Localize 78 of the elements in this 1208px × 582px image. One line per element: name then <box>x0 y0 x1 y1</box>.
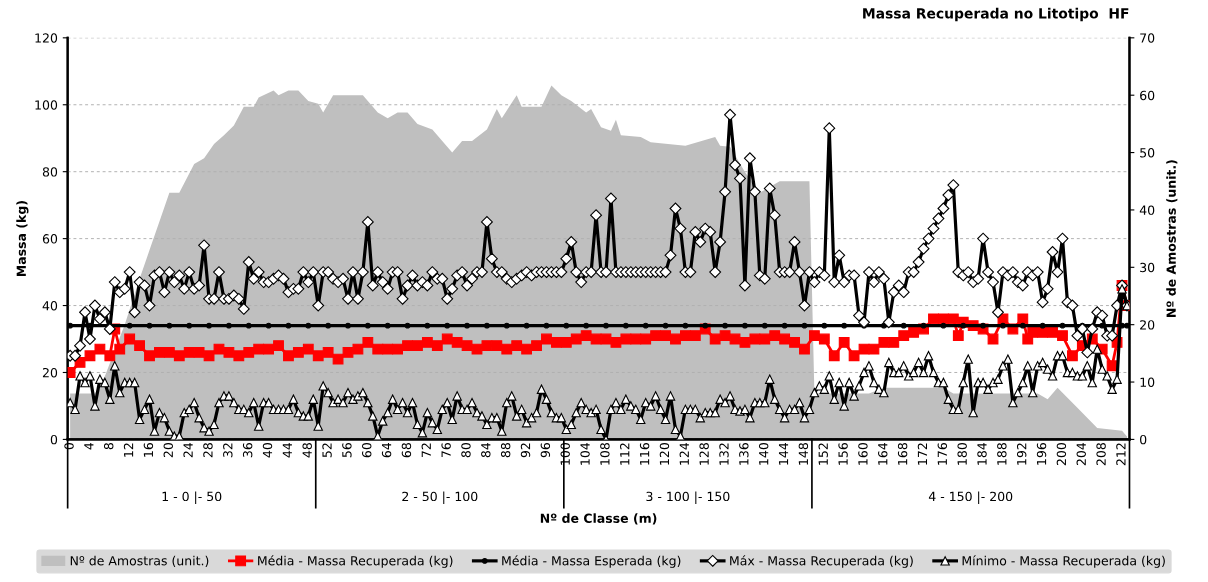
x-tick-label: 32 <box>223 443 233 458</box>
x-tick-label: 36 <box>242 442 253 458</box>
x-tick-label: 152 <box>818 443 828 465</box>
legend-label: Máx - Massa Recuperada (kg) <box>730 555 913 568</box>
x-tick-label: 168 <box>897 443 908 465</box>
x-tick-label: 176 <box>937 442 948 465</box>
x-tick-label: 52 <box>322 443 332 458</box>
y-tick-label: 20 <box>42 367 58 378</box>
x-tick-label: 48 <box>302 443 312 458</box>
x-tick-label: 208 <box>1096 443 1106 466</box>
x-tick-label: 76 <box>441 442 451 458</box>
x-tick-label: 160 <box>858 443 868 465</box>
x-tick-label: 124 <box>679 442 689 465</box>
y-axis-title: Massa (kg) <box>16 201 29 277</box>
x-tick-label: 16 <box>143 442 154 457</box>
x-tick-label: 40 <box>262 443 273 458</box>
x-tick-label: 8 <box>104 443 114 450</box>
y2-tick-label: 40 <box>1139 205 1155 215</box>
x-tick-label: 132 <box>719 443 729 465</box>
x-tick-label: 104 <box>580 442 590 465</box>
text: 2 - 50 |- 100 <box>402 491 478 504</box>
legend-label: Média - Massa Esperada (kg) <box>502 555 681 568</box>
x-tick-label: 84 <box>481 442 491 458</box>
x-tick-label: 108 <box>600 443 610 465</box>
x-tick-label: 12 <box>123 443 134 457</box>
y2-tick-label: 10 <box>1140 377 1155 387</box>
x-tick-label: 20 <box>163 443 173 458</box>
legend-label: Nº de Amostras (unit.) <box>70 555 209 567</box>
legend-label: Mínimo - Massa Recuperada (kg) <box>962 555 1165 568</box>
x-tick-label: 144 <box>778 442 789 465</box>
x-tick-label: 60 <box>362 443 372 458</box>
x-tick-label: 180 <box>957 443 967 465</box>
chart-title: Massa Recuperada no Litotipo HF <box>863 7 1129 22</box>
x-tick-label: 56 <box>342 442 352 458</box>
text: 1 - 0 |- 50 <box>162 491 222 504</box>
x-tick-label: 188 <box>997 443 1007 465</box>
x-tick-label: 28 <box>203 443 213 458</box>
x-tick-label: 196 <box>1036 442 1047 465</box>
y2-axis-title: Nº de Amostras (unit.) <box>1166 160 1178 317</box>
x-tick-label: 164 <box>878 442 888 465</box>
y2-tick-label: 50 <box>1140 148 1155 158</box>
x-tick-label: 72 <box>421 443 431 458</box>
y2-tick-label: 20 <box>1140 320 1155 330</box>
x-tick-label: 212 <box>1116 443 1126 466</box>
x-tick-label: 68 <box>401 443 412 458</box>
x-tick-label: 128 <box>699 443 709 465</box>
x-tick-label: 192 <box>1016 443 1027 465</box>
y-tick-label: 80 <box>42 167 58 177</box>
y2-tick-label: 70 <box>1140 33 1155 43</box>
x-tick-label: 112 <box>620 443 630 465</box>
x-tick-label: 116 <box>639 442 650 465</box>
y-tick-label: 120 <box>35 33 58 43</box>
y2-tick-label: 30 <box>1140 262 1155 273</box>
x-tick-label: 140 <box>758 443 769 465</box>
text: 4 - 150 |- 200 <box>928 491 1013 504</box>
text: 3 - 100 |- 150 <box>646 491 730 504</box>
x-tick-label: 44 <box>282 442 292 458</box>
x-tick-label: 148 <box>798 443 809 465</box>
y-tick-label: 100 <box>35 100 58 110</box>
x-tick-label: 24 <box>183 442 193 458</box>
legend-label: Média - Massa Recuperada (kg) <box>258 555 453 568</box>
x-tick-label: 184 <box>977 442 987 465</box>
x-tick-label: 204 <box>1076 442 1086 466</box>
x-tick-label: 96 <box>540 442 551 458</box>
x-tick-label: 120 <box>659 443 670 465</box>
x-tick-label: 200 <box>1056 443 1067 466</box>
x-tick-label: 4 <box>84 442 94 450</box>
y-tick-label: 40 <box>42 301 58 311</box>
x-tick-label: 172 <box>917 443 928 465</box>
x-axis-title: Nº de Classe (m) <box>540 513 657 525</box>
x-tick-label: 136 <box>739 442 749 465</box>
y2-tick-label: 60 <box>1140 90 1155 101</box>
x-tick-label: 92 <box>520 443 531 458</box>
x-tick-label: 156 <box>838 442 848 465</box>
x-tick-label: 88 <box>500 443 511 458</box>
y-tick-label: 60 <box>42 234 58 244</box>
x-tick-label: 64 <box>381 442 392 458</box>
x-tick-label: 80 <box>461 443 471 458</box>
